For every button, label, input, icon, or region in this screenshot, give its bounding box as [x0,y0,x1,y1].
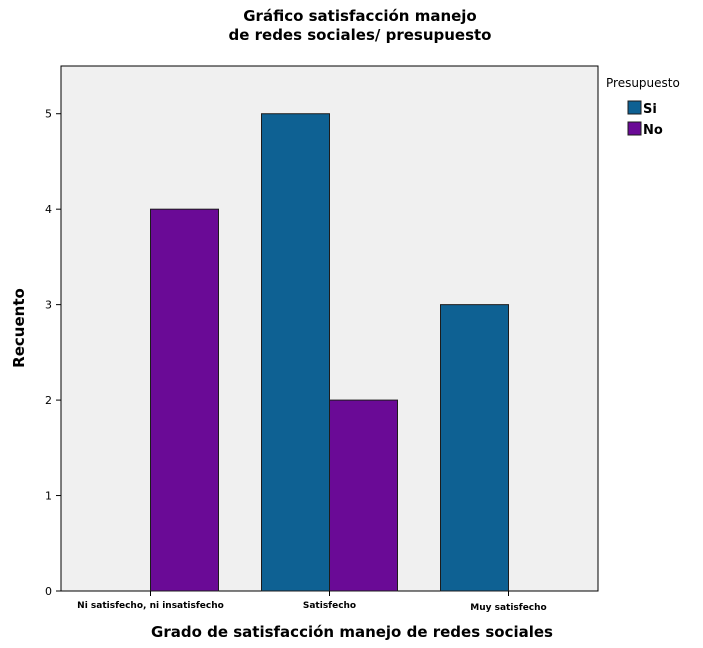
chart-title-line-1: Gráfico satisfacción manejo [243,7,477,25]
legend-label-no: No [643,123,663,138]
y-tick-label: 0 [45,585,52,598]
legend-swatch-no [627,121,642,136]
y-tick-label: 3 [45,299,52,312]
bar-si-2 [440,304,509,592]
y-tick-label: 1 [45,490,52,503]
y-tick-label: 5 [45,108,52,121]
x-tick-label: Satisfecho [303,601,356,611]
bar-si-1 [261,113,330,592]
y-tick-label: 4 [45,203,52,216]
x-tick-label: Muy satisfecho [470,603,546,613]
bar-no-1 [329,399,398,592]
y-tick-label: 2 [45,394,52,407]
x-tick-label: Ni satisfecho, ni insatisfecho [77,601,224,611]
y-axis-title: Recuento [10,288,28,368]
chart-title-line-2: de redes sociales/ presupuesto [228,26,491,44]
x-axis-title: Grado de satisfacción manejo de redes so… [151,623,553,641]
legend-title: Presupuesto [606,76,680,90]
legend-swatch-si [627,100,642,115]
bar-no-0 [150,208,219,592]
legend-label-si: Si [643,102,657,117]
